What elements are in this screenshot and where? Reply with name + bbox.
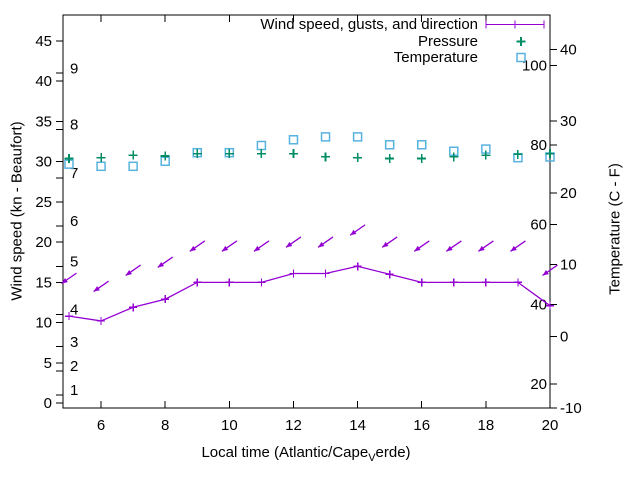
right-axis-ticks: -10 0 10 20 30 40 — [550, 41, 582, 417]
tick-label: 20 — [560, 185, 577, 202]
tick-label: 35 — [35, 113, 52, 130]
tick-label: 0 — [560, 328, 568, 345]
tick-label: 5 — [44, 355, 52, 372]
plot-border — [62, 14, 551, 409]
tick-label: 0 — [44, 395, 52, 412]
pressure-series — [64, 149, 555, 163]
tick-label: 18 — [478, 417, 495, 434]
tick-label: 16 — [413, 417, 430, 434]
tick-label: 30 — [35, 154, 52, 171]
x-axis-title: Local time (Atlantic/CapeVerde) — [201, 444, 410, 467]
tick-label: 7 — [70, 165, 78, 182]
tick-label: 8 — [161, 417, 169, 434]
tick-label: 15 — [35, 274, 52, 291]
x-axis-ticks: 6 8 10 12 14 16 18 20 — [97, 15, 558, 434]
x-axis-title-text-end: erde) — [375, 444, 411, 461]
tick-label: 2 — [70, 358, 78, 375]
tick-label: 40 — [560, 41, 577, 58]
tick-label: 5 — [70, 253, 78, 270]
tick-label: 6 — [70, 213, 78, 230]
y-axis-title-right: Temperature (C - F) — [606, 163, 624, 295]
y-axis-title-left: Wind speed (kn - Beaufort) — [8, 121, 26, 301]
tick-label: 10 — [35, 315, 52, 332]
tick-label: 20 — [35, 234, 52, 251]
wind-gust-arrows — [61, 224, 558, 293]
tick-label: 30 — [560, 113, 577, 130]
tick-label: 10 — [560, 257, 577, 274]
tick-label: -10 — [560, 400, 582, 417]
tick-label: 80 — [530, 137, 547, 154]
fahrenheit-scale-labels: 20 40 60 80 100 — [522, 57, 557, 393]
temperature-series — [64, 132, 555, 172]
x-axis-title-text: Local time (Atlantic/Cape — [201, 444, 369, 461]
tick-label: 25 — [35, 194, 52, 211]
tick-label: 14 — [349, 417, 366, 434]
tick-label: 9 — [70, 60, 78, 77]
tick-label: 20 — [542, 417, 559, 434]
wind-speed-series — [65, 262, 554, 325]
tick-label: 8 — [70, 117, 78, 134]
tick-label: 45 — [35, 33, 52, 50]
tick-label: 1 — [70, 382, 78, 399]
legend-samples — [485, 20, 545, 63]
tick-label: 6 — [97, 417, 105, 434]
tick-label: 100 — [522, 57, 547, 74]
tick-label: 40 — [530, 296, 547, 313]
x-axis-title-subscript: V — [368, 452, 376, 464]
legend-label-temperature: Temperature — [393, 49, 478, 66]
legend-label-wind: Wind speed, gusts, and direction — [260, 16, 478, 33]
tick-label: 20 — [530, 376, 547, 393]
tick-label: 10 — [221, 417, 238, 434]
tick-label: 60 — [530, 217, 547, 234]
tick-label: 40 — [35, 73, 52, 90]
tick-label: 12 — [285, 417, 302, 434]
tick-label: 3 — [70, 334, 78, 351]
tick-label: 4 — [70, 302, 78, 319]
legend-label-pressure: Pressure — [417, 33, 478, 50]
left-axis-ticks: 0 5 10 15 20 25 30 35 40 45 — [35, 33, 63, 412]
beaufort-scale-labels: 1 2 3 4 5 6 7 8 9 — [56, 60, 78, 399]
